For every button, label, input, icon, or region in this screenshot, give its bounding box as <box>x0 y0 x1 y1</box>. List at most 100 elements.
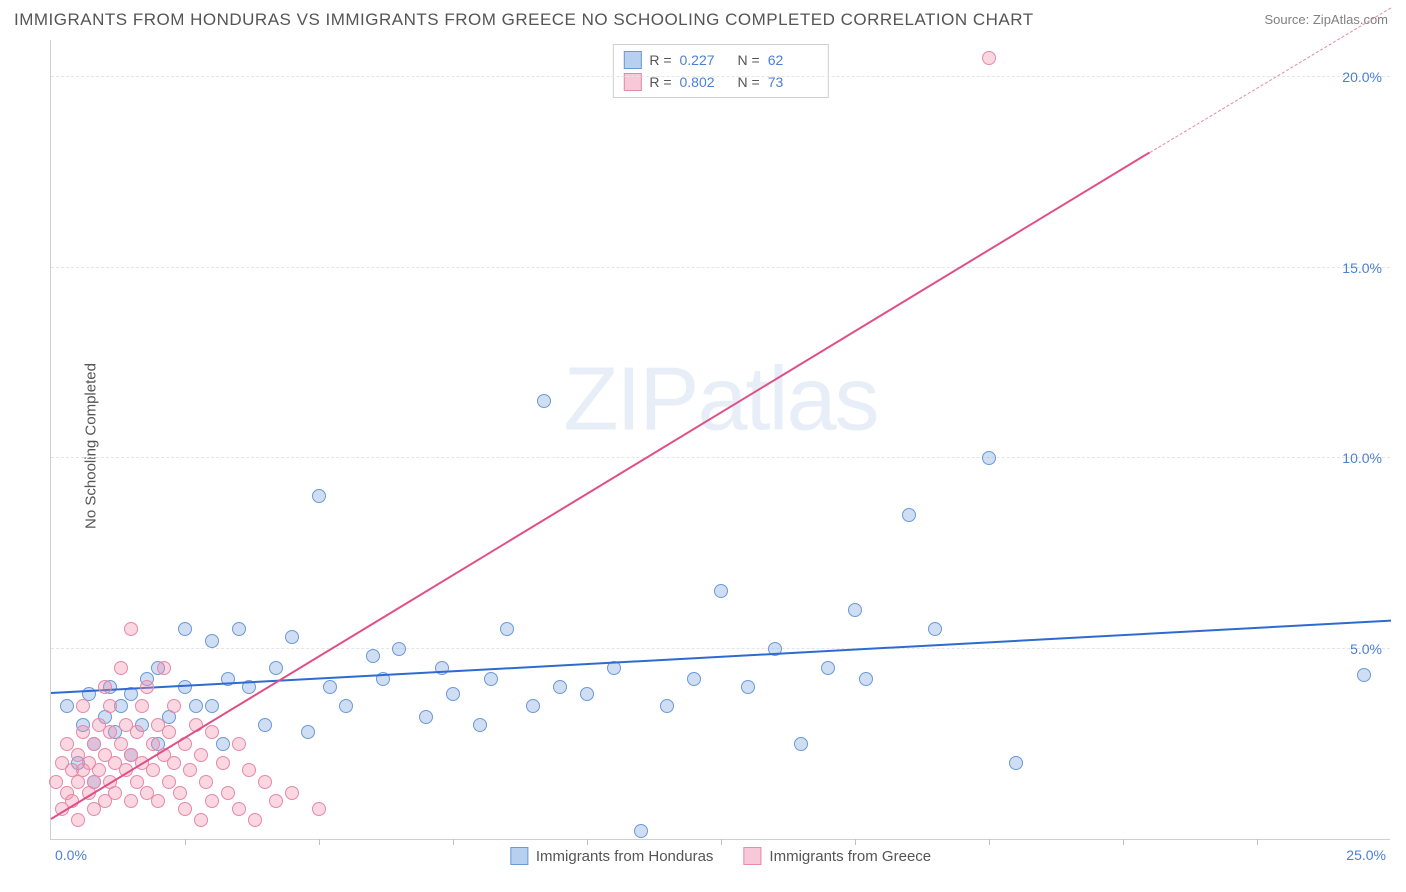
data-point <box>312 489 326 503</box>
x-tick <box>721 839 722 845</box>
legend-bottom: Immigrants from Honduras Immigrants from … <box>510 847 931 865</box>
data-point <box>60 737 74 751</box>
data-point <box>1009 756 1023 770</box>
data-point <box>178 622 192 636</box>
data-point <box>982 51 996 65</box>
plot-area: ZIPatlas R =0.227N =62R =0.802N =73 0.0%… <box>50 40 1390 840</box>
data-point <box>232 622 246 636</box>
data-point <box>323 680 337 694</box>
data-point <box>301 725 315 739</box>
data-point <box>982 451 996 465</box>
data-point <box>741 680 755 694</box>
data-point <box>194 813 208 827</box>
data-point <box>151 794 165 808</box>
data-point <box>714 584 728 598</box>
data-point <box>103 725 117 739</box>
data-point <box>221 786 235 800</box>
legend-stats: R =0.227N =62R =0.802N =73 <box>612 44 828 98</box>
data-point <box>794 737 808 751</box>
data-point <box>87 737 101 751</box>
x-tick <box>453 839 454 845</box>
legend-item: Immigrants from Honduras <box>510 847 714 865</box>
data-point <box>205 794 219 808</box>
legend-item: Immigrants from Greece <box>743 847 931 865</box>
data-point <box>392 642 406 656</box>
data-point <box>537 394 551 408</box>
x-tick-min: 0.0% <box>55 847 87 863</box>
data-point <box>178 802 192 816</box>
data-point <box>269 661 283 675</box>
legend-stat-row: R =0.227N =62 <box>623 49 817 71</box>
data-point <box>339 699 353 713</box>
x-tick-max: 25.0% <box>1346 847 1386 863</box>
data-point <box>366 649 380 663</box>
data-point <box>49 775 63 789</box>
data-point <box>205 634 219 648</box>
r-label: R = <box>649 52 671 68</box>
data-point <box>71 813 85 827</box>
data-point <box>146 763 160 777</box>
data-point <box>634 824 648 838</box>
data-point <box>162 725 176 739</box>
data-point <box>167 756 181 770</box>
data-point <box>1357 668 1371 682</box>
x-tick <box>1257 839 1258 845</box>
data-point <box>76 699 90 713</box>
gridline <box>51 76 1390 77</box>
data-point <box>526 699 540 713</box>
data-point <box>553 680 567 694</box>
data-point <box>130 775 144 789</box>
data-point <box>821 661 835 675</box>
data-point <box>859 672 873 686</box>
trend-line <box>50 151 1150 819</box>
data-point <box>285 630 299 644</box>
data-point <box>446 687 460 701</box>
trend-line <box>51 620 1391 694</box>
data-point <box>232 737 246 751</box>
data-point <box>103 699 117 713</box>
data-point <box>194 748 208 762</box>
legend-swatch <box>510 847 528 865</box>
legend-label: Immigrants from Greece <box>769 848 931 865</box>
data-point <box>848 603 862 617</box>
data-point <box>258 775 272 789</box>
gridline <box>51 457 1390 458</box>
data-point <box>205 699 219 713</box>
legend-stat-row: R =0.802N =73 <box>623 71 817 93</box>
data-point <box>60 699 74 713</box>
n-value: 62 <box>768 52 818 68</box>
data-point <box>902 508 916 522</box>
data-point <box>580 687 594 701</box>
data-point <box>242 763 256 777</box>
data-point <box>484 672 498 686</box>
y-tick-label: 20.0% <box>1342 69 1382 85</box>
data-point <box>199 775 213 789</box>
data-point <box>98 680 112 694</box>
data-point <box>189 699 203 713</box>
data-point <box>146 737 160 751</box>
data-point <box>76 725 90 739</box>
watermark: ZIPatlas <box>563 348 877 451</box>
legend-swatch <box>743 847 761 865</box>
data-point <box>183 763 197 777</box>
data-point <box>216 737 230 751</box>
data-point <box>162 775 176 789</box>
data-point <box>135 699 149 713</box>
y-tick-label: 15.0% <box>1342 260 1382 276</box>
data-point <box>92 763 106 777</box>
x-tick <box>185 839 186 845</box>
chart-title: IMMIGRANTS FROM HONDURAS VS IMMIGRANTS F… <box>14 10 1034 30</box>
data-point <box>108 786 122 800</box>
data-point <box>205 725 219 739</box>
data-point <box>140 680 154 694</box>
data-point <box>473 718 487 732</box>
data-point <box>167 699 181 713</box>
x-tick <box>855 839 856 845</box>
data-point <box>500 622 514 636</box>
data-point <box>216 756 230 770</box>
legend-swatch <box>623 51 641 69</box>
gridline <box>51 267 1390 268</box>
data-point <box>157 661 171 675</box>
data-point <box>248 813 262 827</box>
data-point <box>232 802 246 816</box>
